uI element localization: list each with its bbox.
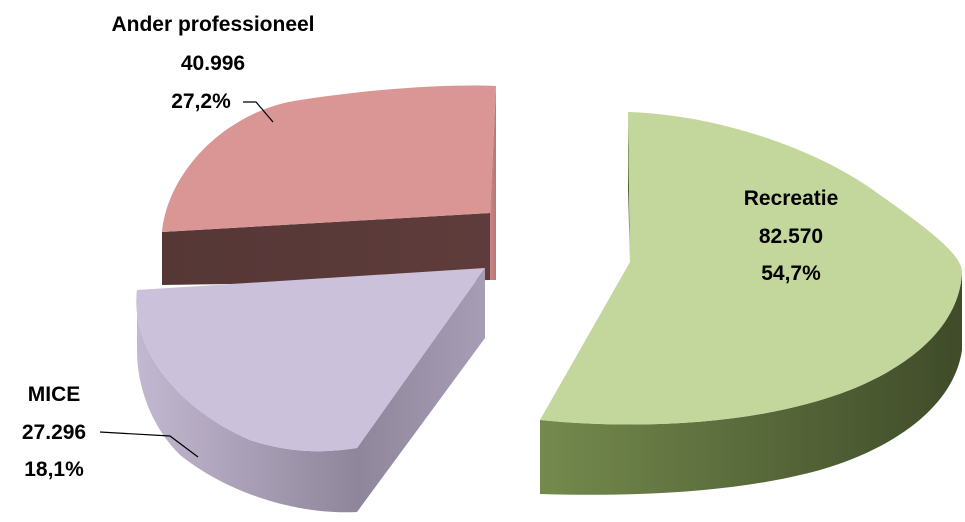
label-ander-professioneel-percent: 27,2% (171, 90, 231, 113)
label-mice: MICE 27.296 18,1% (22, 383, 86, 481)
slice-mice-top (136, 268, 485, 452)
label-recreatie-value: 82.570 (759, 225, 823, 248)
slice-mice (136, 268, 485, 513)
label-ander-professioneel-name: Ander professioneel (111, 13, 314, 36)
slice-ander-professioneel-top (162, 85, 496, 232)
slice-recreatie (540, 112, 962, 495)
slice-ander-professioneel-side (162, 213, 490, 285)
label-recreatie-percent: 54,7% (761, 262, 821, 285)
label-mice-name: MICE (28, 383, 81, 406)
label-mice-percent: 18,1% (24, 458, 84, 481)
slice-mice-cut (357, 268, 485, 512)
slice-recreatie-top (540, 112, 962, 425)
leader-line-ander-professioneel (243, 101, 274, 123)
label-recreatie: Recreatie 82.570 54,7% (744, 187, 839, 285)
leader-line-mice (99, 431, 199, 458)
label-mice-value: 27.296 (22, 421, 86, 444)
label-recreatie-name: Recreatie (744, 187, 839, 210)
label-ander-professioneel-value: 40.996 (181, 52, 245, 75)
slice-ander-professioneel-cut (490, 86, 496, 280)
slice-ander-professioneel (162, 85, 496, 285)
slice-mice-side (136, 290, 357, 513)
label-ander-professioneel: Ander professioneel 40.996 27,2% (111, 13, 314, 113)
slice-recreatie-side (540, 272, 962, 495)
